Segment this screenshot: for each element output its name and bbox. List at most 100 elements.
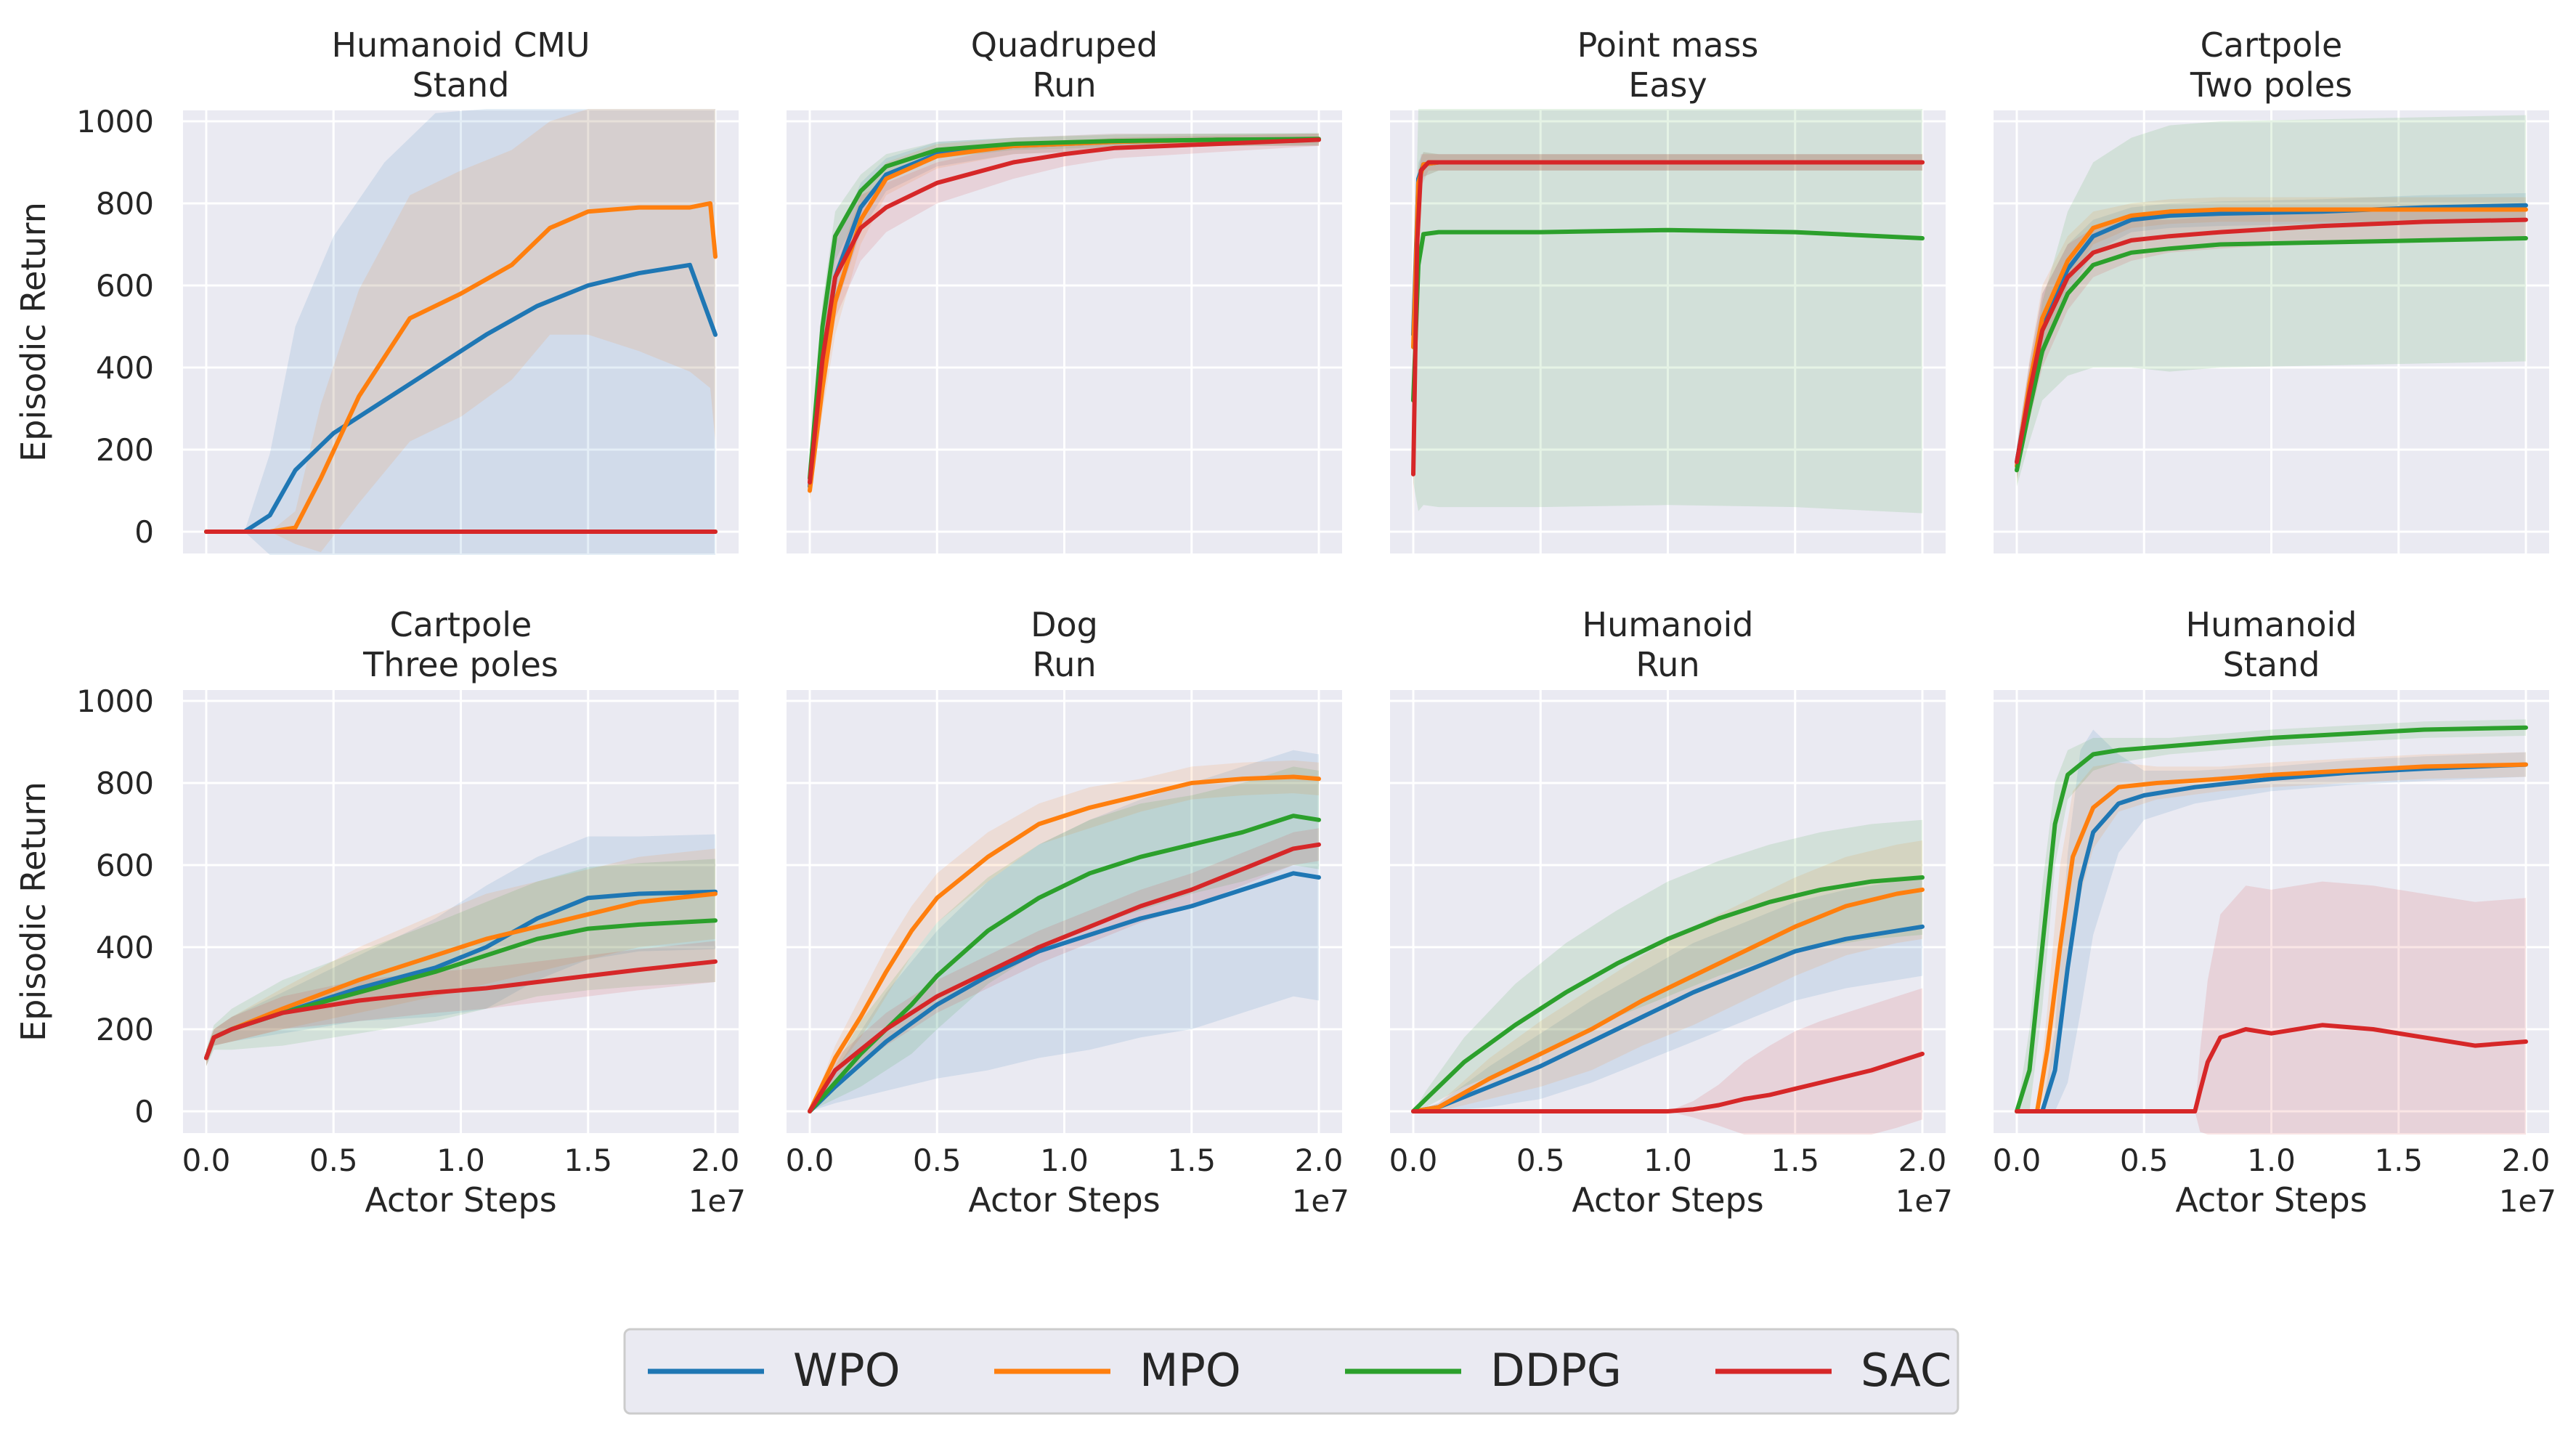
panel-title: Quadruped Run — [971, 25, 1158, 105]
series-line-sac — [808, 842, 1321, 1113]
band-ddpg — [1413, 819, 1922, 1111]
y-axis-label: Episodic Return — [14, 782, 53, 1042]
y-tick-label: 200 — [96, 1012, 154, 1047]
series-line-sac — [2015, 217, 2528, 464]
y-tick-label: 200 — [96, 432, 154, 468]
series-line-ddpg — [1411, 227, 1925, 403]
y-tick-label: 800 — [96, 766, 154, 801]
panel-title-line: Quadruped — [971, 25, 1158, 65]
band-mpo — [810, 760, 1319, 1111]
legend-label: MPO — [1139, 1344, 1241, 1397]
x-tick-label: 1.5 — [1771, 1143, 1819, 1178]
panel-humanoid-run: Humanoid Run 0.0 0.5 1.0 1.5 2.0 Actor Steps 1e7 — [1389, 605, 1953, 1220]
band-sac — [2017, 203, 2526, 479]
legend: WPO MPO DDPG SAC — [623, 1328, 1959, 1415]
band-ddpg — [1413, 109, 1922, 514]
legend-label: WPO — [793, 1344, 901, 1397]
panel-title: Dog Run — [1031, 605, 1098, 684]
x-tick-label: 2.0 — [691, 1143, 740, 1178]
band-sac — [1413, 988, 1922, 1135]
panel-title-line: Stand — [2223, 645, 2320, 684]
x-tick-label: 0.0 — [182, 1143, 231, 1178]
panel-cartpole-two-poles: Cartpole Two poles — [1994, 25, 2549, 553]
panel-title-line: Three poles — [362, 645, 558, 684]
band-mpo — [1413, 840, 1922, 1111]
x-tick-label: 0.0 — [1389, 1143, 1438, 1178]
panel-title: Cartpole Two poles — [2190, 25, 2352, 105]
series-line-ddpg — [808, 137, 1321, 481]
x-tick-label: 1.0 — [1040, 1143, 1089, 1178]
x-axis-scale: 1e7 — [1292, 1183, 1349, 1219]
band-sac — [2017, 881, 2526, 1135]
panel-humanoid-cmu-stand: Humanoid CMU Stand 0 200 400 600 800 1000 Episod… — [14, 25, 739, 555]
x-axis-scale: 1e7 — [688, 1183, 746, 1219]
x-axis-label: Actor Steps — [1572, 1180, 1763, 1220]
x-axis-label: Actor Steps — [2175, 1180, 2367, 1220]
x-tick-label: 0.5 — [1516, 1143, 1565, 1178]
band-wpo — [206, 834, 715, 1066]
panel-title-line: Cartpole — [390, 605, 532, 644]
panel-cartpole-three-poles: Cartpole Three poles 0 200 400 600 800 1000 Epis… — [14, 605, 746, 1220]
series-line-wpo — [1411, 924, 1925, 1113]
panel-quadruped-run: Quadruped Run — [787, 25, 1342, 553]
panel-title-line: Two poles — [2190, 65, 2352, 105]
panel-title-line: Humanoid — [1582, 605, 1753, 644]
series-line-ddpg — [808, 814, 1321, 1113]
x-axis-scale: 1e7 — [2499, 1183, 2556, 1219]
x-tick-label: 0.5 — [913, 1143, 962, 1178]
band-ddpg — [2017, 719, 2526, 1111]
x-axis-scale: 1e7 — [1896, 1183, 1953, 1219]
x-tick-label: 1.5 — [2374, 1143, 2423, 1178]
series-line-sac — [204, 959, 718, 1060]
y-tick-label: 0 — [134, 1094, 154, 1129]
legend-item-mpo: MPO — [994, 1344, 1241, 1397]
panel-title: Cartpole Three poles — [362, 605, 558, 684]
y-tick-label: 800 — [96, 186, 154, 222]
y-tick-label: 600 — [96, 268, 154, 304]
series-line-ddpg — [1411, 875, 1925, 1113]
series-line-ddpg — [2015, 725, 2528, 1113]
series-line-sac — [1411, 160, 1925, 476]
legend-item-wpo: WPO — [648, 1344, 901, 1397]
panel-title: Humanoid Run — [1582, 605, 1753, 684]
y-tick-label: 400 — [96, 930, 154, 965]
band-wpo — [810, 750, 1319, 1111]
panel-title: Humanoid Stand — [2185, 605, 2357, 684]
panel-title: Humanoid CMU Stand — [331, 25, 590, 105]
legend-label: DDPG — [1490, 1344, 1622, 1397]
series-line-wpo — [808, 871, 1321, 1113]
panel-title-line: Point mass — [1577, 25, 1759, 65]
legend-item-ddpg: DDPG — [1345, 1344, 1622, 1397]
legend-frame — [623, 1328, 1959, 1415]
x-tick-label: 1.0 — [436, 1143, 485, 1178]
series-line-mpo — [1411, 887, 1925, 1113]
x-tick-label: 0.0 — [786, 1143, 834, 1178]
panel-title-line: Stand — [413, 65, 510, 105]
x-axis-label: Actor Steps — [365, 1180, 556, 1220]
band-wpo — [206, 109, 715, 555]
series-line-mpo — [808, 774, 1321, 1113]
series-line-mpo — [2015, 207, 2528, 468]
series-line-sac — [2015, 1023, 2528, 1113]
y-tick-label: 400 — [96, 350, 154, 386]
y-tick-label: 1000 — [76, 104, 154, 139]
series-line-wpo — [204, 262, 718, 534]
x-axis-label: Actor Steps — [968, 1180, 1160, 1220]
series-line-sac — [1411, 1051, 1925, 1113]
panel-title-line: Cartpole — [2201, 25, 2343, 65]
panel-point-mass-easy: Point mass Easy — [1390, 25, 1946, 553]
y-tick-label: 1000 — [76, 683, 154, 719]
panel-title-line: Run — [1032, 65, 1096, 105]
legend-item-sac: SAC — [1715, 1344, 1951, 1397]
series-line-mpo — [204, 201, 718, 534]
panel-dog-run: Dog Run 0.0 0.5 1.0 1.5 2.0 Actor Steps 1e7 — [786, 605, 1349, 1220]
series-line-ddpg — [2015, 236, 2528, 473]
x-tick-label: 0.0 — [1993, 1143, 2041, 1178]
panel-title-line: Easy — [1628, 65, 1707, 105]
y-axis-label: Episodic Return — [14, 202, 53, 462]
panel-title-line: Run — [1032, 645, 1096, 684]
panel-title-line: Dog — [1031, 605, 1098, 644]
series-line-mpo — [2015, 762, 2528, 1113]
band-sac — [810, 828, 1319, 1111]
